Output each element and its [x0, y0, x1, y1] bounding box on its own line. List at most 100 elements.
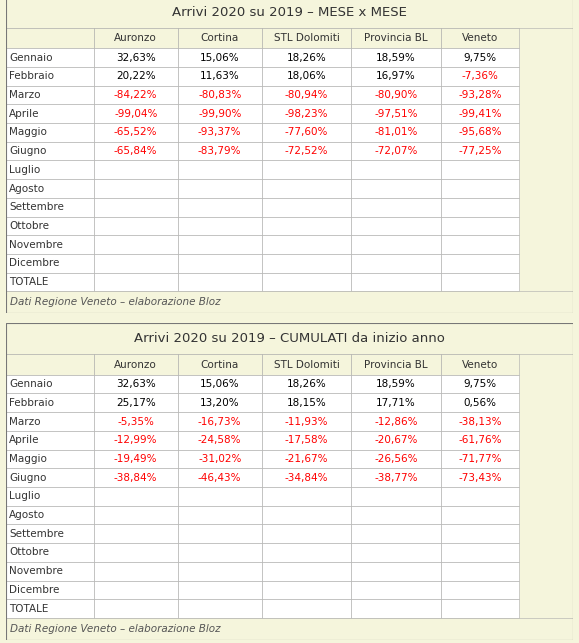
Bar: [262, 468, 351, 487]
Bar: [6, 618, 573, 640]
Bar: [441, 412, 519, 431]
Bar: [441, 104, 519, 123]
Bar: [262, 254, 351, 273]
Bar: [262, 375, 351, 394]
Text: Maggio: Maggio: [9, 127, 47, 138]
Bar: [178, 28, 262, 48]
Bar: [441, 273, 519, 291]
Text: Cortina: Cortina: [200, 359, 239, 370]
Bar: [94, 67, 178, 86]
Bar: [351, 562, 441, 581]
Bar: [351, 375, 441, 394]
Bar: [178, 217, 262, 235]
Bar: [6, 468, 94, 487]
Text: 13,20%: 13,20%: [200, 398, 240, 408]
Text: 20,22%: 20,22%: [116, 71, 156, 81]
Text: 18,59%: 18,59%: [376, 53, 416, 62]
Bar: [351, 235, 441, 254]
Text: -95,68%: -95,68%: [459, 127, 502, 138]
Text: Febbraio: Febbraio: [9, 71, 54, 81]
Bar: [178, 543, 262, 562]
Text: -72,52%: -72,52%: [285, 146, 328, 156]
Text: Ottobre: Ottobre: [9, 221, 49, 231]
Bar: [262, 412, 351, 431]
Text: 18,06%: 18,06%: [287, 71, 327, 81]
Bar: [351, 161, 441, 179]
Bar: [6, 431, 94, 449]
Bar: [94, 179, 178, 198]
Text: -20,67%: -20,67%: [375, 435, 418, 445]
Text: TOTALE: TOTALE: [9, 604, 49, 613]
Bar: [6, 48, 94, 67]
Text: Arrivi 2020 su 2019 – CUMULATI da inizio anno: Arrivi 2020 su 2019 – CUMULATI da inizio…: [134, 332, 445, 345]
Bar: [6, 179, 94, 198]
Text: -46,43%: -46,43%: [198, 473, 241, 483]
Bar: [441, 449, 519, 468]
Text: -99,90%: -99,90%: [198, 109, 241, 119]
Bar: [351, 543, 441, 562]
Text: 11,63%: 11,63%: [200, 71, 240, 81]
Bar: [351, 179, 441, 198]
Text: 18,15%: 18,15%: [287, 398, 327, 408]
Bar: [94, 431, 178, 449]
Bar: [6, 449, 94, 468]
Text: Provincia BL: Provincia BL: [364, 33, 428, 43]
Text: Aprile: Aprile: [9, 435, 40, 445]
Bar: [94, 217, 178, 235]
Bar: [94, 123, 178, 142]
Text: -72,07%: -72,07%: [375, 146, 418, 156]
Text: -5,35%: -5,35%: [118, 417, 154, 426]
Bar: [178, 67, 262, 86]
Bar: [262, 86, 351, 104]
Text: -80,83%: -80,83%: [198, 90, 241, 100]
Bar: [94, 142, 178, 161]
Bar: [6, 123, 94, 142]
Bar: [178, 48, 262, 67]
Bar: [441, 505, 519, 525]
Text: -93,28%: -93,28%: [459, 90, 502, 100]
Text: -12,86%: -12,86%: [375, 417, 418, 426]
Text: Novembre: Novembre: [9, 240, 63, 249]
Text: -98,23%: -98,23%: [285, 109, 328, 119]
Bar: [178, 179, 262, 198]
Text: 15,06%: 15,06%: [200, 53, 240, 62]
Bar: [6, 323, 573, 354]
Text: -7,36%: -7,36%: [461, 71, 499, 81]
Text: Auronzo: Auronzo: [115, 33, 157, 43]
Text: 32,63%: 32,63%: [116, 379, 156, 389]
Text: Giugno: Giugno: [9, 146, 46, 156]
Bar: [6, 142, 94, 161]
Bar: [94, 581, 178, 599]
Bar: [441, 161, 519, 179]
Bar: [351, 217, 441, 235]
Bar: [351, 599, 441, 618]
Text: Agosto: Agosto: [9, 510, 45, 520]
Bar: [94, 525, 178, 543]
Bar: [262, 431, 351, 449]
Bar: [6, 394, 94, 412]
Bar: [178, 254, 262, 273]
Text: Aprile: Aprile: [9, 109, 40, 119]
Text: Dicembre: Dicembre: [9, 585, 60, 595]
Bar: [441, 468, 519, 487]
Bar: [178, 412, 262, 431]
Bar: [262, 179, 351, 198]
Text: -77,25%: -77,25%: [459, 146, 502, 156]
Bar: [441, 67, 519, 86]
Bar: [262, 354, 351, 375]
Bar: [178, 525, 262, 543]
Bar: [262, 104, 351, 123]
Text: 32,63%: 32,63%: [116, 53, 156, 62]
Text: -99,41%: -99,41%: [459, 109, 502, 119]
Bar: [178, 505, 262, 525]
Text: -24,58%: -24,58%: [198, 435, 241, 445]
Text: 18,26%: 18,26%: [287, 379, 327, 389]
Bar: [178, 394, 262, 412]
Bar: [441, 217, 519, 235]
Bar: [178, 104, 262, 123]
Bar: [441, 86, 519, 104]
Bar: [6, 217, 94, 235]
Text: Ottobre: Ottobre: [9, 547, 49, 557]
Bar: [441, 48, 519, 67]
Text: STL Dolomiti: STL Dolomiti: [274, 359, 339, 370]
